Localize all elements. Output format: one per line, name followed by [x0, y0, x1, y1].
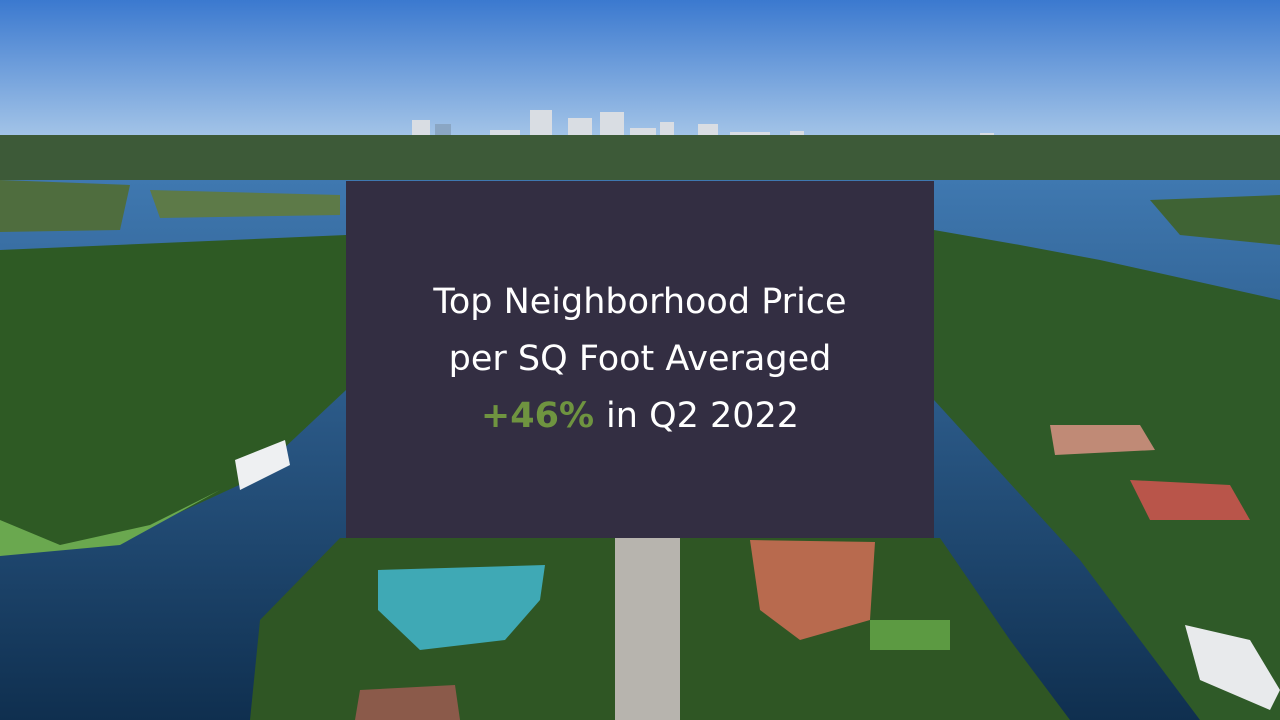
headline-highlight: +46% [480, 396, 595, 436]
headline-line: +46% in Q2 2022 [481, 388, 799, 445]
headline-suffix: in Q2 2022 [606, 396, 800, 436]
headline-card: Top Neighborhood Price per SQ Foot Avera… [346, 181, 934, 538]
headline-line: Top Neighborhood Price [433, 282, 847, 322]
headline-line: per SQ Foot Averaged [448, 339, 832, 379]
